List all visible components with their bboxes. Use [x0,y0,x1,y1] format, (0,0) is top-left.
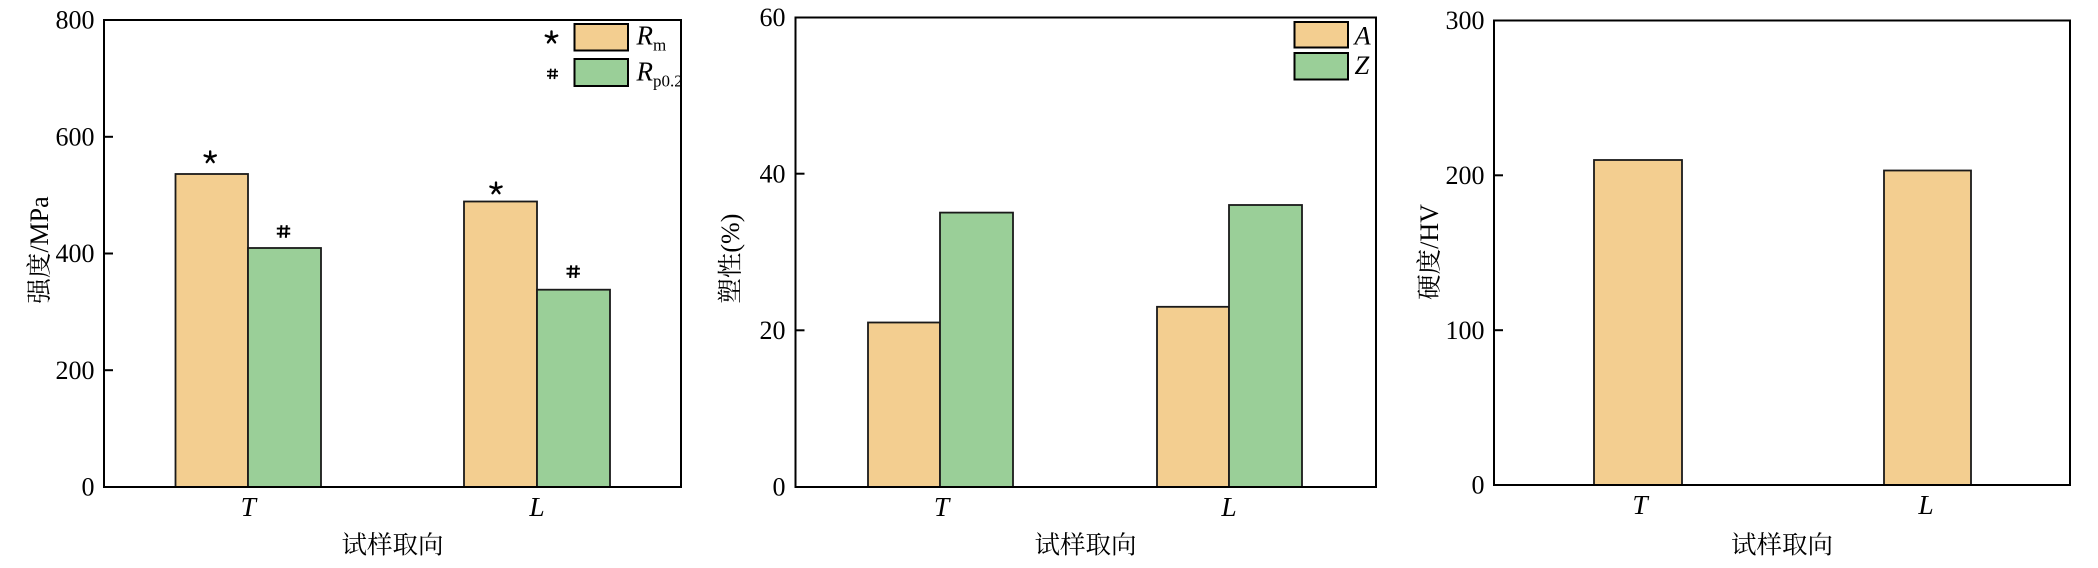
svg-text:L: L [528,491,544,522]
svg-text:0: 0 [1472,471,1485,500]
svg-text:L: L [1917,489,1933,520]
svg-text:600: 600 [56,123,95,152]
svg-text:800: 800 [56,6,95,35]
svg-text:100: 100 [1446,316,1485,345]
svg-text:Rm: Rm [636,21,667,55]
svg-text:0: 0 [82,473,95,502]
svg-text:T: T [241,491,258,522]
svg-text:20: 20 [760,316,786,345]
svg-text:40: 40 [760,159,786,188]
svg-text:T: T [1632,489,1649,520]
svg-text:Z: Z [1355,50,1370,80]
svg-text:60: 60 [760,3,786,32]
svg-text:300: 300 [1446,6,1485,35]
svg-text:0: 0 [773,473,786,502]
svg-text:/HV: /HV [1415,204,1444,249]
svg-text:/MPa: /MPa [25,196,54,253]
svg-text:Rp0.2: Rp0.2 [636,57,683,91]
svg-text:T: T [934,491,951,522]
svg-text:200: 200 [1446,161,1485,190]
svg-text:200: 200 [56,356,95,385]
svg-text:(%): (%) [716,214,745,253]
svg-text:A: A [1353,21,1372,51]
svg-text:400: 400 [56,239,95,268]
svg-text:L: L [1220,491,1236,522]
